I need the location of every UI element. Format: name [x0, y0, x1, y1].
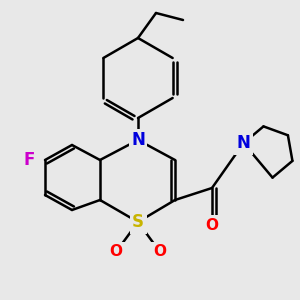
Text: O: O — [110, 244, 122, 260]
Text: S: S — [132, 213, 144, 231]
Text: N: N — [131, 131, 145, 149]
Text: F: F — [23, 151, 35, 169]
Text: O: O — [154, 244, 166, 260]
Text: O: O — [206, 218, 218, 232]
Text: N: N — [237, 134, 250, 152]
